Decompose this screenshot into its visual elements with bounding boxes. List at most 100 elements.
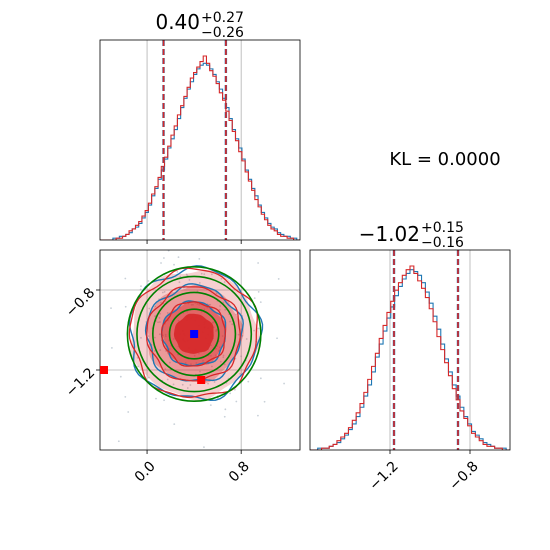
sample-point	[215, 292, 218, 295]
truth-contour	[136, 275, 253, 393]
sample-point	[160, 301, 162, 304]
sample-point	[222, 301, 225, 304]
sample-point	[259, 377, 262, 380]
sample-point	[164, 333, 167, 336]
sample-point	[257, 290, 260, 293]
sample-point	[172, 383, 175, 386]
contour-y-tick-labels: −1.2 −0.8	[63, 285, 98, 400]
sample-point	[223, 363, 226, 366]
sample-point	[147, 280, 150, 282]
sample-point	[207, 382, 209, 385]
sample-point	[224, 408, 227, 411]
sample-point	[168, 361, 171, 364]
sample-point	[164, 368, 167, 371]
sample-point	[158, 333, 161, 336]
hist-series-b	[310, 265, 510, 450]
hist1-quantile-lines	[162, 40, 228, 240]
sample-point	[209, 404, 212, 407]
sample-point	[140, 336, 142, 339]
sample-point	[172, 338, 175, 340]
contour-line-b	[146, 286, 241, 382]
sample-point	[165, 335, 167, 338]
sample-point	[166, 312, 169, 314]
sample-point	[215, 330, 217, 332]
contour-y-tick-label: −1.2	[63, 365, 98, 400]
sample-point	[233, 388, 236, 391]
sample-point	[257, 414, 259, 417]
sample-point	[235, 313, 238, 316]
hist2-series	[310, 265, 510, 450]
param1-title-median: 0.40	[155, 10, 200, 34]
sample-point	[147, 376, 150, 379]
sample-point	[253, 329, 255, 332]
kl-annotation: KL = 0.0000	[389, 149, 500, 170]
sample-point	[203, 273, 206, 276]
hist1-grid	[146, 40, 242, 240]
sample-point	[198, 303, 201, 306]
sample-point	[198, 352, 200, 355]
hist2-grid	[389, 250, 471, 450]
sample-point	[202, 359, 204, 362]
sample-point	[247, 380, 250, 383]
sample-point	[158, 317, 161, 319]
sample-point	[259, 247, 261, 249]
sample-point	[181, 383, 184, 386]
sample-point	[198, 281, 201, 284]
sample-point	[153, 336, 156, 339]
sample-point	[223, 281, 226, 283]
hist1-frame	[99, 39, 301, 241]
contour-line-a	[144, 283, 244, 382]
contour-x-tick-label: 0.0	[132, 458, 159, 485]
sample-point	[199, 370, 201, 373]
contour-grid	[100, 250, 300, 450]
sample-point	[184, 362, 187, 364]
contour-panel: 0.0 0.8 −1.2 −0.8	[63, 242, 301, 485]
sample-point	[253, 297, 256, 299]
sample-point	[213, 381, 216, 383]
sample-point	[221, 335, 224, 337]
hist-panel-param1: 0.40 +0.27 −0.26	[99, 10, 301, 244]
hist2-x-tick-label: −0.8	[446, 458, 481, 493]
param2-title-plus: +0.15	[421, 220, 464, 236]
sample-point	[209, 303, 212, 306]
sample-point	[229, 392, 232, 395]
sample-point	[219, 360, 222, 363]
sample-point	[140, 285, 142, 288]
sample-point	[155, 397, 157, 400]
sample-point	[168, 242, 170, 244]
sample-point	[166, 378, 169, 381]
sample-point	[257, 246, 259, 248]
outlier-marker	[197, 376, 206, 384]
sample-point	[203, 446, 205, 449]
hist-series-b	[100, 55, 300, 240]
sample-point	[259, 301, 262, 304]
sample-point	[218, 308, 221, 311]
sample-point	[257, 327, 260, 330]
sample-point	[276, 337, 278, 340]
sample-point	[235, 400, 238, 403]
sample-point	[139, 288, 142, 291]
hist2-frame	[309, 249, 511, 451]
sample-point	[186, 310, 189, 313]
contour-tick-marks	[96, 289, 242, 454]
sample-point	[163, 257, 165, 259]
sample-point	[192, 303, 194, 306]
sample-point	[110, 347, 113, 349]
sample-point	[237, 333, 240, 336]
hist1-series	[100, 55, 300, 240]
sample-point	[154, 305, 157, 308]
sample-point	[124, 305, 127, 308]
sample-point	[159, 349, 162, 351]
sample-point	[163, 399, 165, 402]
sample-point	[277, 278, 280, 280]
sample-point	[222, 356, 225, 359]
sample-point	[186, 387, 189, 389]
sample-point	[198, 257, 201, 260]
hist-series-a	[100, 62, 300, 240]
sample-point	[224, 308, 227, 311]
hist-series-a	[310, 269, 510, 450]
sample-point	[219, 305, 222, 307]
sample-point	[124, 395, 127, 398]
param1-title-minus: −0.26	[201, 25, 244, 41]
sample-point	[147, 335, 150, 338]
